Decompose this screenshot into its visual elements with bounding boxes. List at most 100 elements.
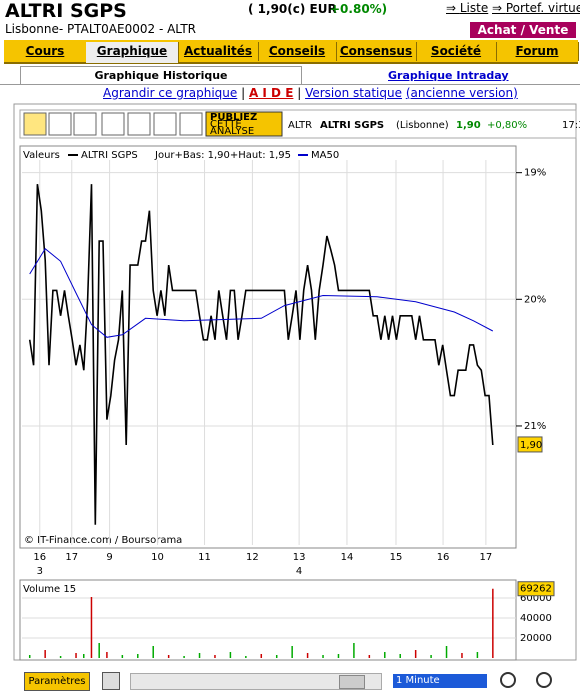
volume-bar bbox=[83, 654, 85, 658]
x-tick-label: 16 bbox=[437, 552, 450, 563]
price-frame bbox=[19, 145, 517, 549]
tab[interactable]: Société bbox=[416, 42, 497, 61]
x-tick-label: 9 bbox=[106, 552, 112, 563]
volume-bar bbox=[492, 588, 494, 658]
interval-select[interactable]: 1 Minute bbox=[393, 674, 487, 688]
x-tick-label: 14 bbox=[341, 552, 354, 563]
volume-bar bbox=[414, 650, 417, 658]
subtitle: Lisbonne- PTALT0AE0002 - ALTR bbox=[5, 22, 197, 36]
time: 17:3 bbox=[562, 120, 580, 131]
volume-bar bbox=[121, 655, 124, 658]
publish-text: ANALYSE bbox=[210, 126, 254, 137]
x-tick-label: 10 bbox=[151, 552, 164, 563]
tab[interactable]: Conseils bbox=[258, 42, 337, 61]
scrollbar[interactable] bbox=[130, 673, 382, 690]
params-button[interactable]: Paramètres bbox=[24, 672, 90, 691]
tab[interactable]: Consensus bbox=[336, 42, 417, 61]
volume-bar bbox=[152, 646, 154, 658]
volume-bar bbox=[384, 652, 386, 658]
subtab[interactable]: Graphique Intraday bbox=[388, 69, 509, 82]
volume-tag: 69262 bbox=[520, 584, 552, 595]
volume-bar bbox=[322, 655, 324, 658]
tab[interactable]: Graphique bbox=[86, 42, 179, 63]
price-tag: 1,90 bbox=[520, 440, 542, 451]
volume-bar bbox=[106, 652, 108, 658]
price: ( 1,90(c) EUR bbox=[248, 2, 337, 16]
portfolio-link[interactable]: ⇒ Portef. virtuel bbox=[492, 1, 580, 15]
legend-note: Jour+Bas: 1,90+Haut: 1,95 bbox=[154, 150, 291, 161]
divider bbox=[0, 84, 580, 85]
volume-bar bbox=[245, 656, 247, 658]
subtab-active[interactable]: Graphique Historique bbox=[20, 66, 302, 85]
links-row: Agrandir ce graphique | A I D E | Versio… bbox=[103, 86, 518, 100]
volume-tag-box bbox=[517, 581, 555, 597]
x-tick-label: 17 bbox=[65, 552, 78, 563]
link[interactable]: Agrandir ce graphique bbox=[103, 86, 238, 100]
y-tick-label: 20% bbox=[524, 294, 546, 305]
legend-label: MA50 bbox=[311, 150, 339, 161]
volume-bar bbox=[98, 643, 100, 658]
x-tick-label: 15 bbox=[390, 552, 403, 563]
y-tick-label: 19% bbox=[524, 168, 546, 179]
volume-bar bbox=[291, 646, 293, 658]
volume-bar bbox=[275, 655, 278, 658]
volume-bar bbox=[167, 655, 170, 658]
credit: © IT-Finance.com / Boursorama bbox=[24, 535, 182, 546]
toolbar-price: 1,90 bbox=[456, 120, 481, 131]
volume-bar bbox=[353, 643, 355, 658]
link[interactable]: (ancienne version) bbox=[405, 86, 518, 100]
volume-bar bbox=[214, 655, 216, 658]
market: (Lisbonne) bbox=[396, 120, 449, 131]
x-tick-label: 13 bbox=[293, 552, 306, 563]
volume-bar bbox=[461, 653, 463, 658]
name: ALTRI SGPS bbox=[320, 120, 384, 131]
volume-bar bbox=[28, 655, 31, 658]
volume-bar bbox=[306, 653, 309, 658]
series-line bbox=[29, 247, 494, 338]
y-tick-label: 40000 bbox=[520, 613, 552, 624]
series-line bbox=[28, 183, 494, 525]
tab[interactable]: Actualités bbox=[178, 42, 259, 61]
y-tick-label: 21% bbox=[524, 421, 546, 432]
link-text: Liste bbox=[459, 1, 489, 15]
volume-title: Volume 15 bbox=[23, 584, 76, 595]
buy-button[interactable]: Achat / Vente bbox=[470, 22, 576, 38]
volume-bar bbox=[337, 654, 340, 658]
volume-bar bbox=[229, 652, 232, 658]
publish-button[interactable] bbox=[205, 111, 283, 137]
x-tick-label: 17 bbox=[480, 552, 493, 563]
legend-label: ALTRI SGPS bbox=[81, 150, 138, 161]
link[interactable]: A I D E bbox=[248, 86, 294, 100]
zoom-in[interactable] bbox=[536, 672, 552, 688]
print-icon[interactable] bbox=[102, 672, 120, 690]
list-link[interactable]: ⇒ Liste bbox=[446, 1, 489, 15]
volume-bar bbox=[75, 653, 77, 658]
code: ALTR bbox=[288, 120, 312, 131]
volume-bar bbox=[445, 646, 448, 658]
legend-title: Valeurs bbox=[23, 150, 60, 161]
title: ALTRI SGPS bbox=[5, 0, 127, 22]
volume-bar bbox=[44, 650, 46, 658]
tool-icons bbox=[23, 112, 203, 136]
volume-bar bbox=[59, 656, 62, 658]
volume-bar bbox=[368, 655, 371, 658]
volume-bar bbox=[90, 597, 93, 658]
link[interactable]: Version statique bbox=[305, 86, 402, 100]
publish-text: PUBLIEZ bbox=[210, 112, 257, 123]
tab[interactable]: Forum bbox=[496, 42, 579, 61]
volume-bar bbox=[430, 655, 432, 658]
volume-bar bbox=[183, 656, 185, 658]
volume-frame bbox=[19, 579, 517, 661]
zoom-out[interactable] bbox=[500, 672, 516, 688]
x-tick-label: 12 bbox=[246, 552, 259, 563]
publish-text: CETTE bbox=[210, 119, 242, 130]
price-tag-box bbox=[517, 436, 543, 453]
volume-bar bbox=[260, 654, 263, 658]
volume-bar bbox=[198, 653, 201, 658]
link-text: Portef. virtuel bbox=[505, 1, 580, 15]
x-tick-label: 16 bbox=[33, 552, 46, 563]
toolbar-change: +0,80% bbox=[487, 120, 527, 131]
change: +0.80%) bbox=[330, 2, 388, 16]
